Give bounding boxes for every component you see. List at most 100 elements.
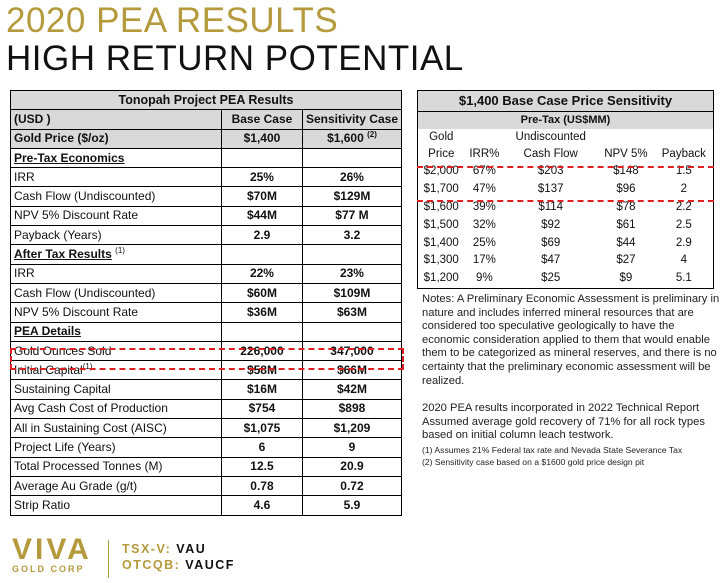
table-row: All in Sustaining Cost (AISC) $1,075 $1,20…	[10, 418, 403, 439]
sensitivity-row: $1,400 25% $69 $44 2.9	[418, 234, 713, 252]
sensitivity-value: 26%	[301, 167, 403, 188]
sensitivity-cell: $1,500	[423, 218, 459, 231]
base-value: 12.5	[220, 456, 303, 477]
highlight-line-top	[417, 166, 714, 168]
row-label: Average Au Grade (g/t)	[10, 475, 222, 497]
pea-results-table: Tonopah Project PEA Results (USD ) Base …	[10, 89, 403, 516]
sensitivity-row: $2,000 67% $203 $148 1.5	[418, 163, 713, 181]
table-row: NPV 5% Discount Rate $36M $63M	[10, 302, 403, 323]
table-row: IRR 25% 26%	[10, 167, 403, 188]
sensitivity-cell: 32%	[472, 218, 496, 231]
base-value: $44M	[220, 205, 303, 227]
table-row: Cash Flow (Undiscounted) $60M $109M	[10, 282, 403, 304]
sensitivity-cell: $1,600	[423, 200, 459, 213]
table-row: Strip Ratio 4.6 5.9	[10, 495, 403, 516]
viva-logo: VIVA GOLD CORP	[12, 533, 92, 575]
sensitivity-cell: $44	[616, 236, 636, 249]
section-details: PEA Details	[10, 321, 222, 342]
table-row: Cash Flow (Undiscounted) $70M $129M	[10, 186, 403, 207]
otc-label: OTCQB:	[122, 558, 181, 572]
gold-ounces-highlight	[10, 348, 404, 370]
row-label: Cash Flow (Undiscounted)	[10, 282, 222, 304]
logo-subtitle: GOLD CORP	[12, 564, 85, 574]
base-value: 25%	[220, 167, 303, 188]
base-value: 4.6	[220, 495, 303, 516]
sensitivity-value: $1,209	[301, 418, 403, 439]
sensitivity-cell: 2	[680, 183, 688, 196]
row-label: Project Life (Years)	[10, 437, 222, 458]
sensitivity-cell: 67%	[472, 165, 496, 178]
sensitivity-cell: $2,000	[423, 165, 459, 178]
sensitivity-cell: $78	[616, 200, 636, 213]
notes-block: Notes: A Preliminary Economic Assessment…	[422, 293, 722, 468]
table-row: IRR 22% 23%	[10, 263, 403, 284]
sensitivity-value: $63M	[301, 302, 403, 323]
footnote-1: (1) Assumes 21% Federal tax rate and Nev…	[422, 444, 683, 455]
sensitivity-value: $898	[301, 398, 403, 420]
currency-label: (USD )	[10, 109, 222, 130]
row-label: NPV 5% Discount Rate	[10, 302, 222, 323]
row-label: Sustaining Capital	[10, 379, 222, 400]
table-row: Avg Cash Cost of Production $754 $898	[10, 398, 403, 420]
sensitivity-cell: 2.2	[675, 200, 692, 213]
sensitivity-row: $1,500 32% $92 $61 2.5	[418, 216, 713, 234]
sensitivity-cell	[597, 129, 654, 146]
sensitivity-value: $77 M	[301, 205, 403, 227]
base-value: $60M	[220, 282, 303, 304]
base-value: $754	[220, 398, 303, 420]
sensitivity-cell: 4	[680, 254, 688, 267]
row-label: Cash Flow (Undiscounted)	[10, 186, 222, 207]
sensitivity-cell: 17%	[472, 254, 496, 267]
sensitivity-row: $1,700 47% $137 $96 2	[418, 181, 713, 199]
base-value: $16M	[220, 379, 303, 400]
sensitivity-value: $109M	[301, 282, 403, 304]
table-row: Payback (Years) 2.9 3.2	[10, 225, 403, 246]
sensitivity-value: 20.9	[301, 456, 403, 477]
row-label: Avg Cash Cost of Production	[10, 398, 222, 420]
sensitivity-cell: $1,300	[423, 254, 459, 267]
sensitivity-cell: NPV 5%	[604, 148, 648, 160]
sensitivity-cell: Gold	[429, 131, 454, 143]
sensitivity-cell	[465, 129, 505, 146]
sensitivity-cell: Price	[428, 148, 455, 160]
sensitivity-cell: $61	[616, 218, 636, 231]
ticker-block: TSX-V: VAU OTCQB: VAUCF	[122, 541, 235, 573]
sensitivity-cell: $9	[619, 272, 633, 285]
logo-wordmark: VIVA	[12, 533, 92, 566]
sensitivity-value: 9	[301, 437, 403, 458]
sensitivity-grid: Gold Undiscounted Price IRR% Cash Flow NPV 5%…	[418, 129, 713, 288]
sensitivity-value: $42M	[301, 379, 403, 400]
base-value: $1,075	[220, 418, 303, 439]
sensitivity-value: $129M	[301, 186, 403, 207]
highlight-line-bottom	[417, 200, 714, 202]
base-case-header: Base Case	[220, 109, 303, 130]
row-label: IRR	[10, 263, 222, 284]
sensitivity-cell: 25%	[472, 236, 496, 249]
table-row: Total Processed Tonnes (M) 12.5 20.9	[10, 456, 403, 477]
sensitivity-value: 0.72	[301, 475, 403, 497]
gold-price-sensitivity: $1,600 (2)	[301, 128, 403, 149]
price-sensitivity-table: $1,400 Base Case Price Sensitivity Pre-T…	[417, 90, 714, 289]
sensitivity-cell: $69	[541, 236, 561, 249]
title-line-1: 2020 PEA RESULTS	[6, 1, 339, 40]
base-value: 22%	[220, 263, 303, 284]
footnote-2: (2) Sensitivity case based on a $1600 go…	[422, 456, 645, 467]
sensitivity-value: 5.9	[301, 495, 403, 516]
sensitivity-subtitle: Pre-Tax (US$MM)	[418, 112, 713, 129]
tsx-symbol: VAU	[176, 542, 207, 556]
sensitivity-cell: 39%	[472, 200, 496, 213]
tsx-label: TSX-V:	[122, 542, 172, 556]
row-label: IRR	[10, 167, 222, 188]
sensitivity-header-row: Price IRR% Cash Flow NPV 5% Payback	[418, 146, 713, 163]
row-label: All in Sustaining Cost (AISC)	[10, 418, 222, 439]
row-label: Total Processed Tonnes (M)	[10, 456, 222, 477]
gold-price-label: Gold Price ($/oz)	[10, 128, 222, 149]
sensitivity-cell: $1,700	[423, 183, 459, 196]
sensitivity-cell: Undiscounted	[515, 131, 586, 143]
sensitivity-value: 3.2	[301, 225, 403, 246]
section-pretax: Pre-Tax Economics	[10, 147, 222, 169]
sensitivity-cell: $47	[541, 254, 561, 267]
sensitivity-cell: $1,400	[423, 236, 459, 249]
sensitivity-cell: $25	[541, 272, 561, 285]
sensitivity-cell: $96	[616, 183, 636, 196]
